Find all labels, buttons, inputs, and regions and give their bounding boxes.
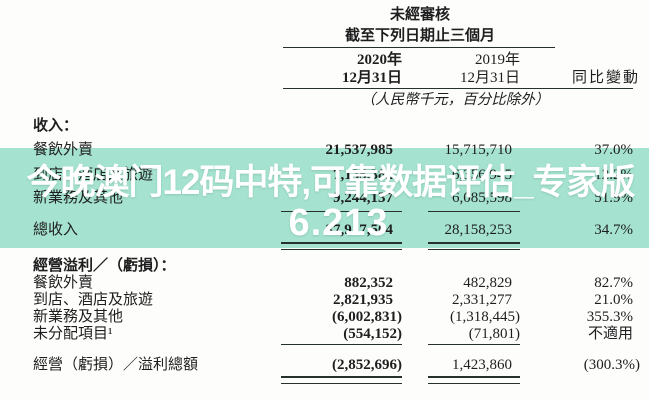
watermark-line2: 6.213	[288, 202, 389, 244]
row-label: 經營（虧損）／溢利總額	[33, 357, 199, 373]
total-double-rule-2020	[281, 242, 402, 250]
row-label: 總收入	[33, 222, 79, 238]
value-yoy: 12.2%	[594, 167, 633, 183]
row-label: 未分配項目¹	[33, 326, 113, 342]
header-period: 截至下列日期止三個月	[344, 28, 495, 44]
value-yoy: 不適用	[587, 326, 633, 342]
value-yoy: 51.9%	[594, 190, 633, 206]
value-2020: 882,352	[344, 275, 393, 291]
value-2020: 37,917,504	[325, 222, 394, 238]
value-2020: (6,002,831)	[332, 309, 402, 325]
value-2019: 482,829	[463, 275, 512, 291]
value-2020: (2,852,696)	[332, 357, 402, 373]
total-double-rule-2019	[428, 242, 520, 250]
header-unaudited: 未經審核	[389, 7, 450, 23]
col-header-2019-date: 12月31日	[459, 70, 520, 86]
subtotal-rule-2019	[428, 211, 520, 212]
subtotal-rule-2020	[281, 344, 402, 345]
value-2020: 2,821,935	[333, 292, 393, 308]
row-label: 到店、酒店及旅遊	[33, 167, 154, 183]
header-rule-bottom	[283, 88, 633, 89]
row-label: 餐飲外賣	[33, 142, 94, 158]
header-rule-top	[283, 47, 555, 48]
profit-section-title: 經營溢利／（虧損）：	[33, 258, 176, 274]
value-2019: 6,356,945	[452, 167, 512, 183]
value-2020: 7,135,382	[333, 167, 393, 183]
value-2020: 9,244,137	[333, 190, 393, 206]
revenue-section-title: 收入：	[33, 118, 79, 134]
subtotal-rule-2020	[281, 211, 402, 212]
value-yoy: (300.3%)	[583, 357, 640, 373]
value-yoy: 37.0%	[594, 142, 633, 158]
value-yoy: 82.7%	[594, 275, 633, 291]
subtotal-rule-2019	[428, 344, 520, 345]
highlight-band	[0, 148, 649, 248]
col-header-2020-year: 2020年	[356, 52, 402, 68]
row-label: 新業務及其他	[33, 190, 124, 206]
row-label: 到店、酒店及旅遊	[33, 292, 154, 308]
col-header-2020-date: 12月31日	[341, 70, 402, 86]
value-2019: (71,801)	[468, 326, 520, 342]
watermark-line1: 今晚澳门12码中特,可靠数据评估_专家版	[26, 163, 635, 202]
value-2019: 1,423,860	[452, 357, 512, 373]
value-2020: (554,152)	[343, 326, 402, 342]
value-2019: 6,085,598	[452, 190, 512, 206]
value-yoy: 355.3%	[586, 309, 633, 325]
value-2019: 28,158,253	[444, 222, 513, 238]
col-header-yoy: 同比變動	[571, 70, 640, 86]
unit-note: （人民幣千元，百分比除外）	[360, 92, 550, 108]
row-label: 餐飲外賣	[33, 275, 94, 291]
value-yoy: 34.7%	[594, 222, 633, 238]
total-double-rule-2019	[428, 376, 520, 384]
value-2019: (1,318,445)	[450, 309, 520, 325]
value-yoy: 21.0%	[594, 292, 633, 308]
col-header-2019-year: 2019年	[474, 52, 520, 68]
total-double-rule-2020	[281, 376, 402, 384]
value-2019: 15,715,710	[444, 142, 513, 158]
value-2019: 2,331,277	[452, 292, 512, 308]
row-label: 新業務及其他	[33, 309, 124, 325]
value-2020: 21,537,985	[325, 142, 394, 158]
